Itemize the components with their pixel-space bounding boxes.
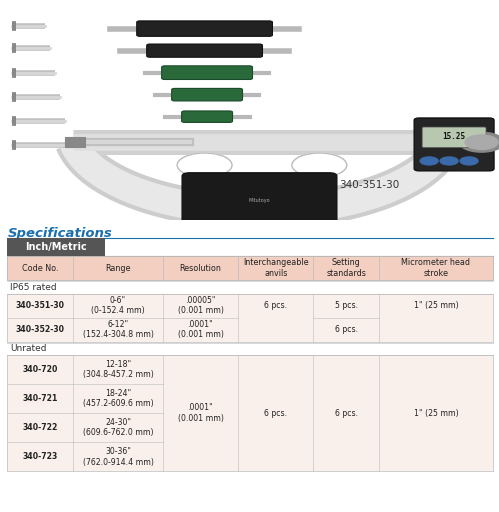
Text: 18-24"
(457.2-609.6 mm): 18-24" (457.2-609.6 mm) [83,389,153,408]
Text: 5 pcs.: 5 pcs. [334,301,358,310]
Circle shape [440,157,458,165]
Text: 340-351-30: 340-351-30 [16,301,65,310]
FancyBboxPatch shape [162,66,252,79]
FancyBboxPatch shape [7,256,493,280]
Text: 6 pcs.: 6 pcs. [264,301,287,310]
Text: .0001"
(0.001 mm): .0001" (0.001 mm) [178,320,224,339]
Text: 24-30"
(609.6-762.0 mm): 24-30" (609.6-762.0 mm) [83,418,153,437]
FancyBboxPatch shape [7,413,493,442]
FancyBboxPatch shape [7,317,493,342]
Circle shape [460,157,478,165]
Text: 1" (25 mm): 1" (25 mm) [414,301,458,310]
Text: 6 pcs.: 6 pcs. [264,409,287,418]
Circle shape [177,153,232,177]
Circle shape [232,190,287,215]
Text: 0-6"
(0-152.4 mm): 0-6" (0-152.4 mm) [91,296,145,315]
Text: 15.25: 15.25 [443,132,466,141]
Circle shape [459,132,499,152]
Text: 340-723: 340-723 [22,452,58,461]
FancyBboxPatch shape [7,384,493,413]
Text: Setting
standards: Setting standards [326,259,366,278]
Text: Inch/Metric: Inch/Metric [25,242,87,252]
Text: 6 pcs.: 6 pcs. [334,325,358,334]
Text: 1" (25 mm): 1" (25 mm) [414,409,458,418]
Text: 6-12"
(152.4-304.8 mm): 6-12" (152.4-304.8 mm) [82,320,153,339]
Text: Interchangeable
anvils: Interchangeable anvils [243,259,308,278]
FancyBboxPatch shape [7,355,493,384]
Text: Range: Range [105,264,131,272]
FancyBboxPatch shape [7,442,493,472]
Circle shape [420,157,438,165]
Text: IP65 rated: IP65 rated [10,283,56,292]
Circle shape [292,153,347,177]
Text: 340-720: 340-720 [22,365,58,374]
FancyBboxPatch shape [182,111,233,122]
Text: 340-352-30: 340-352-30 [16,325,65,334]
Text: .0001"
(0.001 mm): .0001" (0.001 mm) [178,403,224,423]
Text: Code No.: Code No. [22,264,58,272]
Text: Unrated: Unrated [10,345,46,353]
FancyBboxPatch shape [147,44,262,57]
Text: 340-722: 340-722 [22,423,58,432]
Text: 340-721: 340-721 [22,394,58,403]
Text: Resolution: Resolution [180,264,222,272]
FancyBboxPatch shape [182,173,337,228]
Text: 340-351-30: 340-351-30 [339,180,400,190]
Text: 6 pcs.: 6 pcs. [334,409,358,418]
Text: 12-18"
(304.8-457.2 mm): 12-18" (304.8-457.2 mm) [82,359,153,379]
FancyBboxPatch shape [137,21,272,36]
Circle shape [465,135,498,150]
Text: 30-36"
(762.0-914.4 mm): 30-36" (762.0-914.4 mm) [82,447,153,466]
FancyBboxPatch shape [414,118,494,171]
FancyBboxPatch shape [7,238,105,256]
Text: Mitutoyo: Mitutoyo [249,198,270,203]
FancyBboxPatch shape [7,294,493,317]
FancyBboxPatch shape [422,127,486,147]
Text: .00005"
(0.001 mm): .00005" (0.001 mm) [178,296,224,315]
Text: Specifications: Specifications [7,227,112,241]
Text: Micrometer head
stroke: Micrometer head stroke [402,259,471,278]
FancyBboxPatch shape [172,89,243,101]
